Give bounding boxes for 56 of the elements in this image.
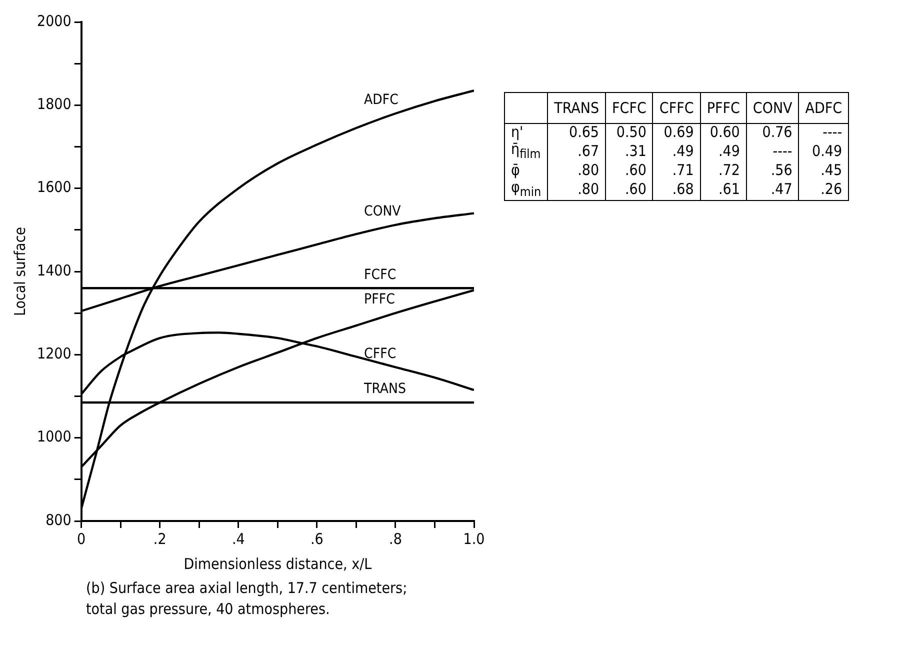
x-tick-label: .6 <box>310 530 324 548</box>
series-label: PFFC <box>364 292 396 308</box>
category-label: TRANS <box>548 92 606 124</box>
text: .47 <box>770 180 792 198</box>
category-label: φ$_{min}$ <box>511 178 542 199</box>
category-label: CONV <box>746 92 799 124</box>
text: ---- <box>822 123 842 141</box>
text: 0.49 <box>812 142 842 160</box>
text: 0.69 <box>664 123 694 141</box>
text: .72 <box>718 161 740 179</box>
text: .49 <box>718 142 740 160</box>
category-label: η' <box>511 123 524 141</box>
text: .60 <box>624 180 646 198</box>
text: (b) Surface area axial length, 17.7 centimeters; total gas pressure, 40 atmospheres. <box>86 578 408 620</box>
series-label: CONV <box>364 204 402 220</box>
text: ---- <box>772 142 792 160</box>
text: .45 <box>820 161 842 179</box>
y-tick-label: 2000 <box>36 12 72 30</box>
y-tick-label: 1400 <box>36 261 72 280</box>
category-label: PFFC <box>700 92 746 124</box>
series-label: TRANS <box>363 381 406 398</box>
y-axis-title: Local surface <box>10 226 29 316</box>
x-tick-label: .2 <box>153 530 166 548</box>
text: .80 <box>578 161 600 179</box>
text: .68 <box>672 180 694 198</box>
y-tick-label: 1600 <box>36 178 72 196</box>
category-label: φ̄ <box>511 161 520 179</box>
x-tick-label: .8 <box>389 530 402 548</box>
y-tick-label: 1000 <box>36 428 72 446</box>
text: .67 <box>578 142 600 160</box>
text: .60 <box>624 161 646 179</box>
text: 0.65 <box>568 123 600 141</box>
category-label: FCFC <box>606 92 653 124</box>
text: 0.60 <box>710 123 740 141</box>
text: 0.50 <box>616 123 646 141</box>
text: .56 <box>770 161 792 179</box>
y-tick-label: 1800 <box>36 95 72 114</box>
series-label: CFFC <box>364 346 396 362</box>
text: .71 <box>672 161 694 179</box>
x-tick-label: .4 <box>232 530 245 548</box>
text: .61 <box>718 180 740 198</box>
text: .80 <box>578 180 600 198</box>
x-axis-title: Dimensionless distance, x/L <box>184 554 372 573</box>
y-tick-label: 1200 <box>36 344 72 363</box>
text: .49 <box>672 142 694 160</box>
text: .31 <box>624 142 646 160</box>
series-label: ADFC <box>364 92 399 108</box>
text: .26 <box>820 180 842 198</box>
x-tick-label: 0 <box>77 530 86 548</box>
category-label: CFFC <box>652 92 700 124</box>
x-tick-label: 1.0 <box>463 530 485 548</box>
category-label: η̄$_{film}$ <box>511 140 541 161</box>
series-label: FCFC <box>364 266 396 283</box>
category-label: ADFC <box>798 92 849 124</box>
y-tick-label: 800 <box>46 510 72 529</box>
text: 0.76 <box>762 123 792 141</box>
